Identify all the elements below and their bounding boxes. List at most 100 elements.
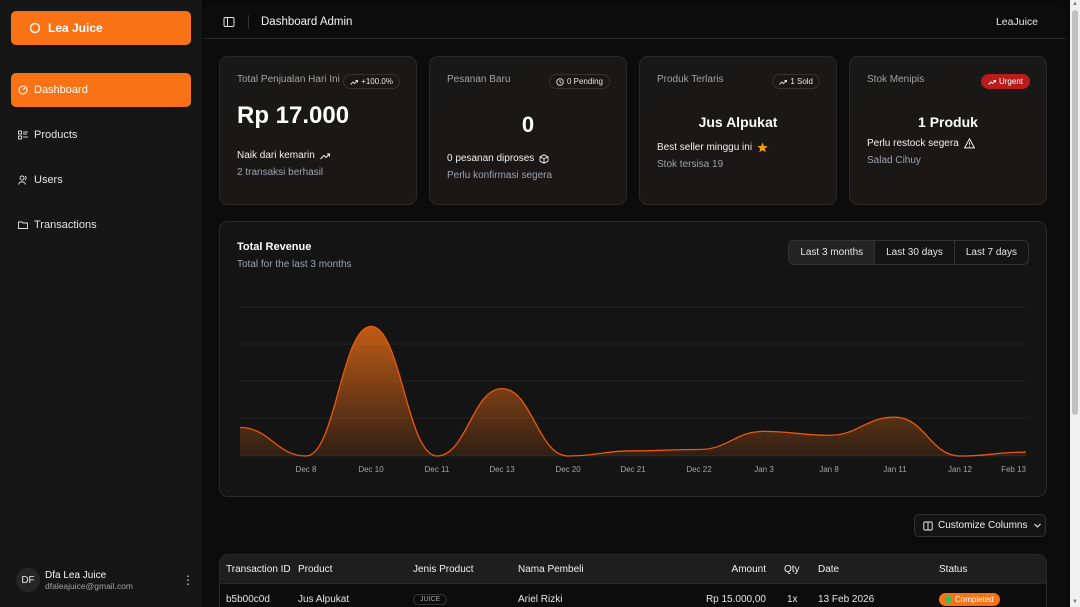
stat-card-low-stock: Stok Menipis Urgent 1 Produk Perlu resto… — [849, 56, 1047, 205]
pending-badge: 0 Pending — [548, 74, 610, 89]
topbar: Dashboard Admin LeaJuice — [203, 5, 1066, 39]
stat-card-orders: Pesanan Baru 0 Pending 0 0 pesanan dipro… — [429, 56, 627, 205]
chart-subtitle: Total for the last 3 months — [237, 259, 352, 270]
cell-qty: 1x — [787, 593, 798, 605]
range-toggle: Last 3 months Last 30 days Last 7 days — [788, 240, 1029, 265]
badge-text: 1 Sold — [790, 77, 813, 86]
x-tick-label: Jan 8 — [819, 465, 839, 474]
trending-up-icon — [779, 79, 788, 85]
status-badge: Completed — [939, 592, 1000, 606]
main-content: Dashboard Admin LeaJuice Total Penjualan… — [203, 5, 1066, 607]
stat-card-sales: Total Penjualan Hari Ini +100.0% Rp 17.0… — [219, 56, 417, 205]
header-brand-link[interactable]: LeaJuice — [995, 15, 1038, 28]
card-line1-text: Best seller minggu ini — [657, 142, 753, 153]
range-button-30-days[interactable]: Last 30 days — [874, 241, 954, 264]
cell-jenis: JUICE — [413, 584, 448, 607]
card-label: Pesanan Baru — [447, 74, 511, 85]
cell-pembeli: Ariel Rizki — [518, 593, 563, 605]
column-header[interactable]: Jenis Product — [413, 563, 474, 575]
sidebar-toggle-icon[interactable] — [223, 16, 235, 28]
card-line1: Naik dari kemarin — [237, 150, 399, 161]
x-tick-label: Dec 13 — [489, 465, 515, 474]
sidebar-item-products[interactable]: Products — [11, 118, 191, 152]
sidebar-item-label: Transactions — [34, 219, 97, 231]
range-button-7-days[interactable]: Last 7 days — [953, 241, 1028, 264]
column-header[interactable]: Nama Pembeli — [518, 563, 584, 575]
scroll-up-icon[interactable]: ▲ — [1072, 1, 1078, 7]
cell-transaction-id: b5b00c0d — [226, 593, 270, 605]
user-name: Dfa Lea Juice — [45, 569, 107, 581]
customize-columns-button[interactable]: Customize Columns — [914, 514, 1046, 537]
sidebar-item-label: Products — [34, 129, 78, 141]
cell-date: 13 Feb 2026 — [818, 593, 875, 605]
trending-up-icon — [319, 153, 330, 159]
x-tick-label: Jan 11 — [883, 465, 907, 474]
alert-triangle-icon — [963, 138, 975, 149]
card-line1-text: Naik dari kemarin — [237, 150, 315, 161]
star-icon — [757, 142, 768, 153]
card-line1-text: 0 pesanan diproses — [447, 153, 535, 164]
more-vertical-icon[interactable]: ⋮ — [182, 573, 194, 587]
page-scrollbar[interactable]: ▲ ▼ — [1070, 0, 1080, 607]
card-label: Stok Menipis — [867, 74, 925, 85]
revenue-chart[interactable]: Dec 8 Dec 10 Dec 11 Dec 13 Dec 20 Dec 21 Dec 2… — [220, 222, 1048, 498]
range-button-3-months[interactable]: Last 3 months — [789, 241, 875, 264]
card-line2: Perlu konfirmasi segera — [447, 170, 553, 181]
card-line2: Salad Cihuy — [867, 155, 921, 166]
column-header[interactable]: Qty — [784, 563, 800, 575]
stat-cards: Total Penjualan Hari Ini +100.0% Rp 17.0… — [219, 56, 1047, 205]
column-header[interactable]: Amount — [731, 563, 766, 575]
x-tick-label: Jan 12 — [948, 465, 973, 474]
sold-badge: 1 Sold — [772, 74, 820, 89]
card-value: Rp 17.000 — [237, 102, 350, 129]
status-dot-icon — [945, 595, 952, 603]
x-tick-label: Jan 3 — [754, 465, 774, 474]
folder-icon — [18, 221, 28, 229]
user-email: dfaleajuice@gmail.com — [45, 580, 134, 591]
column-header[interactable]: Product — [298, 563, 333, 575]
cell-product: Jus Alpukat — [298, 593, 350, 605]
sidebar-item-label: Users — [34, 174, 63, 186]
sidebar-item-dashboard[interactable]: Dashboard — [11, 73, 191, 107]
card-label: Produk Terlaris — [657, 74, 724, 85]
table-row[interactable]: b5b00c0d Jus Alpukat JUICE Ariel Rizki R… — [220, 583, 1046, 607]
sidebar: Lea Juice Dashboard Products Users Trans… — [0, 0, 202, 607]
card-value: Jus Alpukat — [698, 114, 778, 130]
card-line2: Stok tersisa 19 — [657, 159, 724, 170]
card-line1: 0 pesanan diproses — [447, 153, 609, 164]
chart-title: Total Revenue — [237, 241, 312, 253]
scrollbar-thumb[interactable] — [1072, 10, 1078, 415]
sidebar-item-label: Dashboard — [34, 84, 88, 96]
status-text: Completed — [955, 594, 994, 604]
x-tick-label: Dec 10 — [358, 465, 384, 474]
trending-up-icon — [988, 79, 996, 85]
revenue-line — [239, 325, 1027, 457]
cell-amount: Rp 15.000,00 — [705, 593, 766, 605]
users-icon — [18, 175, 27, 185]
sidebar-item-users[interactable]: Users — [11, 163, 191, 197]
x-tick-label: Dec 21 — [620, 465, 646, 474]
page-title: Dashboard Admin — [261, 15, 353, 28]
sidebar-nav: Dashboard Products Users Transactions — [11, 73, 191, 253]
chevron-down-icon — [1034, 523, 1042, 528]
package-icon — [539, 153, 549, 164]
card-line1: Perlu restock segera — [867, 138, 1029, 149]
scroll-down-icon[interactable]: ▼ — [1072, 599, 1078, 605]
card-value: 0 — [521, 112, 535, 137]
column-header[interactable]: Status — [939, 563, 968, 575]
x-tick-label: Dec 22 — [686, 465, 712, 474]
clock-icon — [556, 77, 564, 86]
x-axis-labels: Dec 8 Dec 10 Dec 11 Dec 13 Dec 20 Dec 21 Dec 2… — [296, 465, 1027, 474]
sidebar-item-transactions[interactable]: Transactions — [11, 208, 191, 242]
card-line1-text: Perlu restock segera — [867, 138, 959, 149]
card-line2: 2 transaksi berhasil — [237, 167, 324, 178]
column-header[interactable]: Date — [818, 563, 840, 575]
divider — [248, 14, 249, 29]
brand-button[interactable]: Lea Juice — [11, 11, 191, 45]
user-menu[interactable]: DF Dfa Lea Juice dfaleajuice@gmail.com ⋮ — [16, 567, 194, 593]
revenue-area — [240, 326, 1026, 456]
column-header[interactable]: Transaction ID — [226, 563, 291, 575]
card-label: Total Penjualan Hari Ini — [237, 74, 340, 85]
badge-text: 0 Pending — [566, 77, 603, 86]
table-header: Transaction ID Product Jenis Product Nam… — [220, 555, 1046, 583]
